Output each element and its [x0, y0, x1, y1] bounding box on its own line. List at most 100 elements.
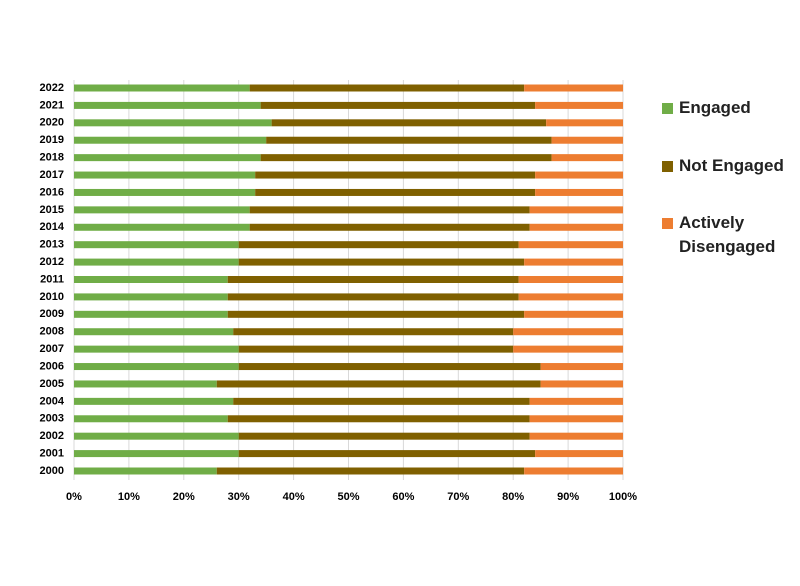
bar-segment: [74, 223, 250, 231]
bar-segment: [255, 188, 536, 196]
y-tick-label: 2011: [40, 273, 64, 285]
bar-segment: [74, 380, 217, 388]
bar-segment: [535, 101, 623, 109]
bar-segment: [74, 310, 228, 318]
x-tick-label: 80%: [502, 491, 524, 503]
bar-segment: [74, 276, 228, 283]
bar-segment: [518, 276, 623, 283]
legend-item: Not Engaged: [662, 154, 792, 178]
x-tick-label: 60%: [392, 491, 414, 503]
bar-segment: [271, 119, 547, 127]
bar-segment: [260, 101, 536, 109]
x-tick-label: 50%: [337, 491, 359, 503]
bar-segment: [529, 397, 623, 405]
bar-segment: [540, 380, 623, 388]
bar-segment: [74, 258, 239, 266]
legend-swatch: [662, 103, 673, 114]
bar-segment: [540, 363, 623, 371]
bar-segment: [535, 188, 623, 196]
bar-segment: [74, 432, 239, 440]
bar-segment: [74, 171, 256, 179]
bar-segment: [524, 310, 623, 318]
y-tick-label: 2021: [40, 99, 64, 111]
bar-segment: [513, 328, 623, 336]
y-tick-label: 2014: [40, 221, 65, 233]
x-tick-label: 70%: [447, 491, 469, 503]
x-tick-label: 40%: [283, 491, 305, 503]
bar-segment: [74, 101, 261, 109]
bar-segment: [74, 241, 239, 249]
bar-segment: [74, 154, 261, 162]
bar-segment: [238, 450, 536, 458]
x-tick-label: 30%: [228, 491, 250, 503]
bar-segment: [249, 84, 525, 92]
bar-segment: [513, 345, 623, 353]
bar-segment: [74, 84, 250, 92]
y-tick-label: 2019: [40, 134, 64, 146]
bar-segment: [249, 206, 530, 214]
bar-segment: [74, 450, 239, 458]
bar-segment: [238, 432, 530, 440]
legend-label: Engaged: [679, 98, 751, 117]
bar-segment: [227, 293, 519, 301]
bar-segment: [74, 206, 250, 214]
y-tick-label: 2009: [40, 308, 64, 320]
bar-segment: [255, 171, 536, 179]
bar-segment: [74, 119, 272, 127]
legend-item: Actively Disengaged: [662, 211, 792, 259]
bar-segment: [233, 328, 514, 336]
y-tick-label: 2007: [40, 343, 64, 355]
bar-segment: [74, 188, 256, 196]
bar-segment: [227, 276, 519, 283]
bar-segment: [535, 450, 623, 458]
x-tick-label: 10%: [118, 491, 140, 503]
bar-segment: [266, 136, 552, 144]
bar-segment: [227, 310, 525, 318]
bar-segment: [74, 467, 217, 475]
y-tick-label: 2022: [40, 82, 64, 94]
bar-segment: [227, 415, 530, 423]
x-tick-label: 100%: [609, 491, 637, 503]
bar-segment: [238, 241, 519, 249]
bar-segment: [74, 415, 228, 423]
bar-segment: [249, 223, 530, 231]
legend-swatch: [662, 161, 673, 172]
y-tick-label: 2016: [40, 186, 64, 198]
bar-segment: [535, 171, 623, 179]
y-tick-label: 2012: [40, 256, 64, 268]
bar-segment: [238, 363, 541, 371]
y-tick-label: 2001: [40, 447, 64, 459]
bar-segment: [551, 136, 623, 144]
y-tick-label: 2020: [40, 117, 64, 129]
y-tick-label: 2006: [40, 360, 64, 372]
bar-segment: [529, 223, 623, 231]
bar-segment: [529, 415, 623, 423]
bar-segment: [551, 154, 623, 162]
y-tick-label: 2008: [40, 326, 64, 338]
legend-label: Not Engaged: [679, 156, 784, 175]
bar-segment: [74, 136, 267, 144]
y-tick-label: 2013: [40, 239, 64, 251]
bar-segment: [216, 467, 525, 475]
bar-segment: [524, 84, 623, 92]
bar-segment: [546, 119, 623, 127]
legend-swatch: [662, 218, 673, 229]
y-tick-label: 2003: [40, 413, 64, 425]
y-tick-label: 2017: [40, 169, 64, 181]
bar-segment: [518, 293, 623, 301]
bar-segment: [74, 363, 239, 371]
y-tick-label: 2002: [40, 430, 64, 442]
y-tick-label: 2010: [40, 291, 64, 303]
y-tick-label: 2018: [40, 152, 64, 164]
bar-segment: [524, 467, 623, 475]
bar-segment: [238, 258, 525, 266]
x-tick-label: 20%: [173, 491, 195, 503]
bar-segment: [529, 206, 623, 214]
legend-item: Engaged: [662, 96, 792, 120]
bar-segment: [238, 345, 514, 353]
bar-segment: [518, 241, 623, 249]
bar-segment: [260, 154, 552, 162]
legend-label: Actively Disengaged: [679, 213, 776, 256]
